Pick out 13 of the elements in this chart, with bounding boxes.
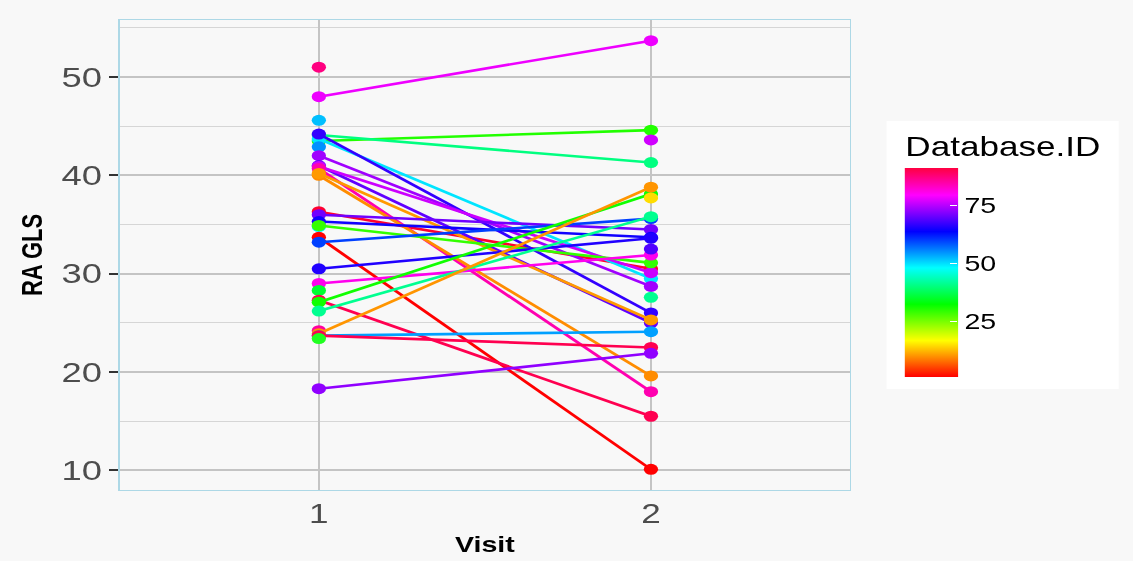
color-bar-label: 50 — [964, 251, 997, 276]
color-bar-label: 75 — [964, 193, 997, 218]
y-axis-title: RA GLS — [15, 213, 48, 297]
x-tick-label: 1 — [309, 499, 329, 530]
y-tick-label: 30 — [61, 258, 102, 290]
y-tick-label: 10 — [61, 455, 102, 487]
y-tick-label: 50 — [61, 61, 102, 93]
color-bar-label: 25 — [964, 309, 997, 334]
y-tick-label: 20 — [61, 356, 102, 388]
x-tick-label: 2 — [641, 499, 661, 530]
color-bar-title: Database.ID — [905, 132, 1101, 163]
y-tick-label: 40 — [61, 160, 102, 192]
x-axis-title: Visit — [454, 532, 516, 557]
